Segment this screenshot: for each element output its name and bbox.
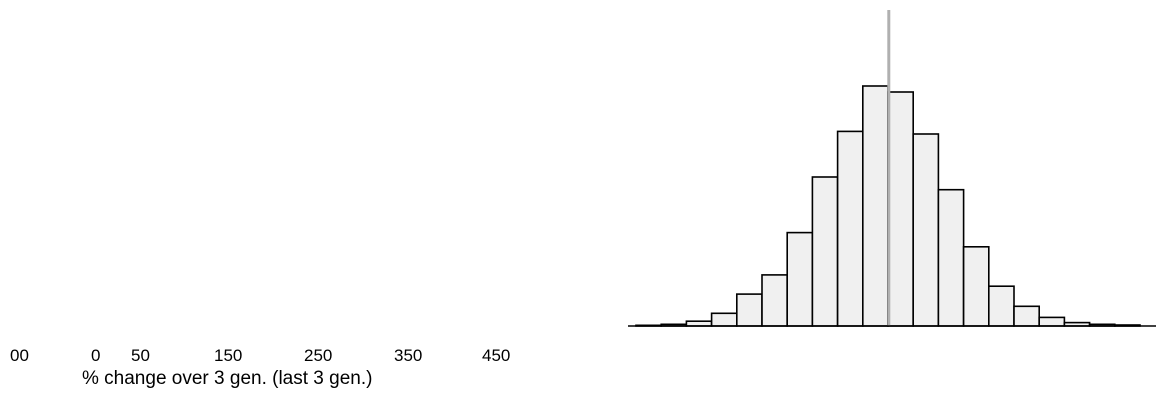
x-tick-label: 00 xyxy=(10,346,29,365)
histogram-bar xyxy=(887,91,915,327)
histogram-bars xyxy=(635,85,1141,327)
histogram-bar xyxy=(861,85,889,327)
histogram-bar xyxy=(1038,316,1066,327)
histogram-bar xyxy=(761,274,789,327)
histogram-bar xyxy=(1013,305,1041,327)
x-axis-title: % change over 3 gen. (last 3 gen.) xyxy=(82,368,372,389)
histogram-bar xyxy=(811,176,839,327)
histogram-bar xyxy=(735,293,763,327)
histogram-bar xyxy=(786,231,814,327)
x-tick-label: 450 xyxy=(482,346,510,365)
x-tick-label: 50 xyxy=(131,346,150,365)
histogram-bar xyxy=(987,285,1015,327)
histogram-bar xyxy=(710,312,738,327)
histogram-bar xyxy=(937,188,965,327)
histogram-bar xyxy=(962,246,990,327)
x-tick-label: 0 xyxy=(91,346,100,365)
x-tick-label: 350 xyxy=(394,346,422,365)
x-tick-label: 250 xyxy=(304,346,332,365)
histogram-bar xyxy=(912,133,940,327)
x-tick-label: 150 xyxy=(214,346,242,365)
histogram-bar xyxy=(836,130,864,327)
